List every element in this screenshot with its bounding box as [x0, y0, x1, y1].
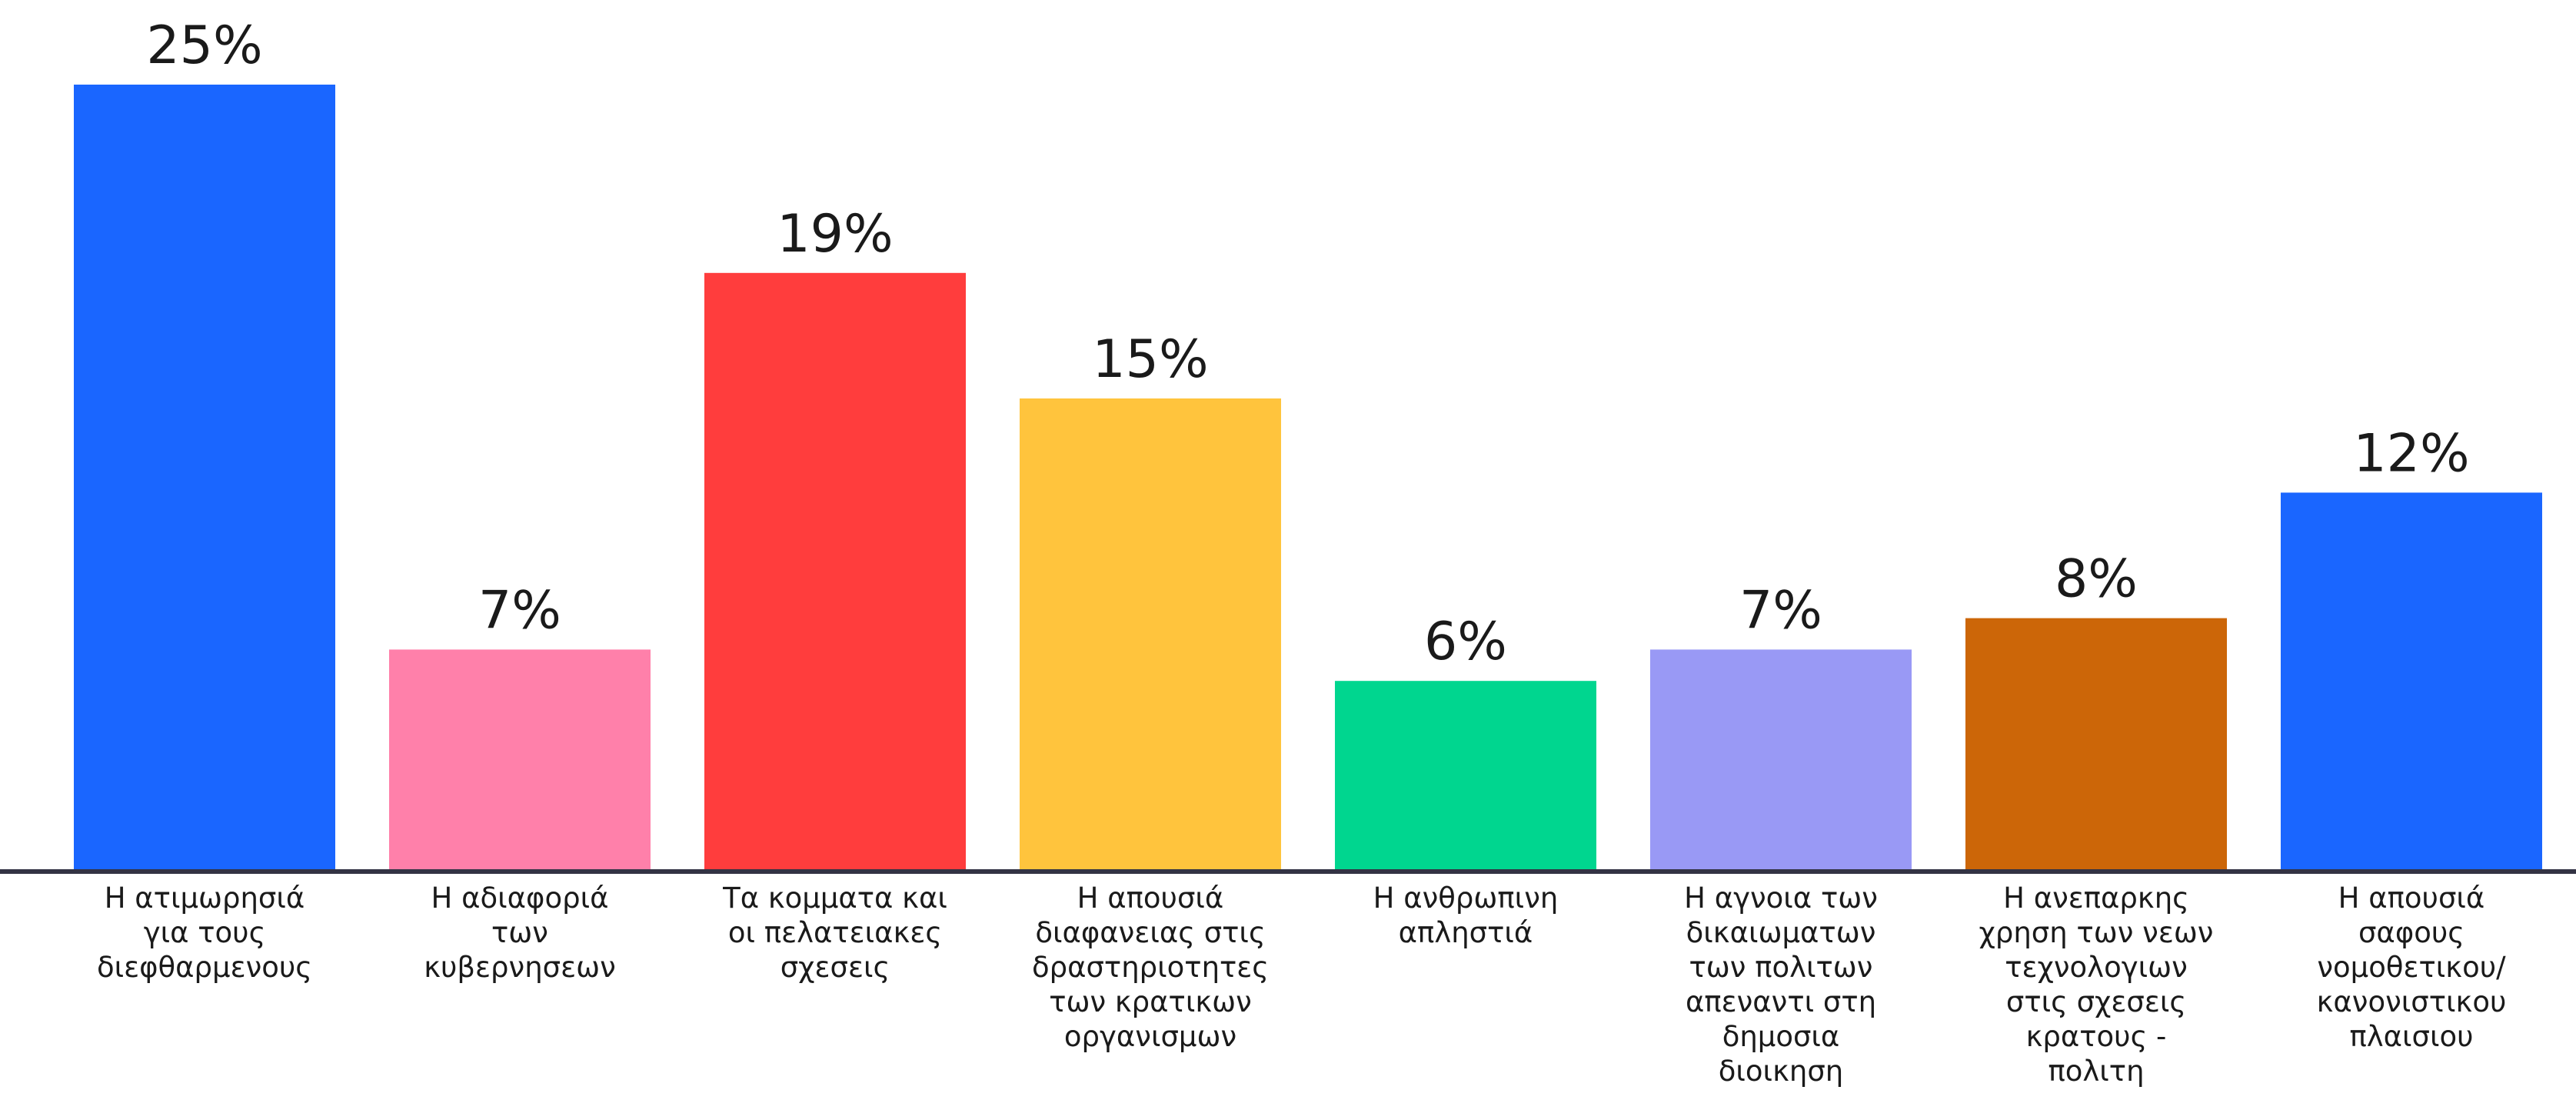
- category-label-line: Η αδιαφοριά: [431, 882, 609, 915]
- category-label-line: των: [491, 916, 548, 949]
- bar-7: [1965, 618, 2227, 869]
- bar-value-label-6: 7%: [1739, 580, 1822, 641]
- category-label-line: απληστιά: [1399, 916, 1533, 949]
- category-label-line: σαφους: [2358, 916, 2465, 949]
- category-label-line: για τους: [144, 916, 266, 949]
- bar-value-label-1: 25%: [146, 15, 262, 76]
- category-label-line: Η απουσιά: [1077, 882, 1224, 915]
- category-label-line: στις σχεσεις: [2006, 985, 2186, 1018]
- category-label-1: Η ατιμωρησιά για τους διεφθαρμενους: [97, 882, 312, 984]
- category-label-8: Η απουσιά σαφους νομοθετικου/κανονιστικου π…: [2317, 882, 2507, 1053]
- category-label-line: νομοθετικου/: [2317, 951, 2506, 984]
- category-label-2: Η αδιαφοριά των κυβερνησεων: [424, 882, 616, 984]
- bar-4: [1020, 398, 1281, 869]
- category-label-line: οργανισμων: [1064, 1020, 1236, 1053]
- category-label-3: Τα κομματα και οι πελατειακες σχεσεις: [722, 882, 947, 984]
- bar-value-label-3: 19%: [777, 204, 893, 265]
- category-label-line: διοικηση: [1719, 1055, 1843, 1088]
- category-label-line: των κρατικων: [1049, 985, 1252, 1018]
- category-label-line: διεφθαρμενους: [97, 951, 312, 984]
- category-label-line: δραστηριοτητες: [1032, 951, 1269, 984]
- category-label-5: Η ανθρωπινη απληστιά: [1373, 882, 1559, 949]
- category-label-line: κρατους -: [2026, 1020, 2167, 1053]
- category-label-line: Η αγνοια των: [1684, 882, 1878, 915]
- category-label-line: των πολιτων: [1689, 951, 1873, 984]
- bar-value-label-2: 7%: [478, 580, 561, 641]
- bar-3: [704, 272, 966, 869]
- category-label-7: Η ανεπαρκης χρηση των νεων τεχνολογιων στις…: [1979, 882, 2214, 1088]
- bar-value-label-4: 15%: [1092, 329, 1208, 390]
- category-label-line: Τα κομματα και: [722, 882, 947, 915]
- bars-layer: [74, 85, 2542, 869]
- bar-value-label-8: 12%: [2353, 423, 2469, 484]
- bar-value-label-5: 6%: [1424, 612, 1507, 672]
- category-label-line: Η ατιμωρησιά: [105, 882, 305, 915]
- bar-2: [389, 649, 651, 869]
- category-label-line: απεναντι στη: [1686, 985, 1876, 1018]
- category-label-line: σχεσεις: [780, 951, 890, 984]
- category-label-line: δημοσια: [1722, 1020, 1840, 1053]
- bar-6: [1650, 649, 1912, 869]
- category-label-line: κυβερνησεων: [424, 951, 616, 984]
- category-label-6: Η αγνοια των δικαιωματων των πολιτων απεναν…: [1684, 882, 1878, 1088]
- category-label-line: διαφανειας στις: [1035, 916, 1265, 949]
- category-labels-layer: Η ατιμωρησιά για τους διεφθαρμενους Η αδιαφ…: [97, 882, 2506, 1088]
- bar-8: [2281, 492, 2542, 869]
- category-label-line: τεχνολογιων: [2005, 951, 2188, 984]
- bar-value-label-7: 8%: [2055, 549, 2138, 610]
- category-label-line: οι πελατειακες: [728, 916, 942, 949]
- category-label-line: Η απουσιά: [2338, 882, 2485, 915]
- category-label-line: χρηση των νεων: [1979, 916, 2214, 949]
- bar-1: [74, 85, 335, 869]
- category-label-4: Η απουσιά διαφανειας στις δραστηριοτητες τω…: [1032, 882, 1269, 1053]
- category-label-line: πολιτη: [2048, 1055, 2144, 1088]
- category-label-line: Η ανθρωπινη: [1373, 882, 1559, 915]
- category-label-line: πλαισιου: [2349, 1020, 2473, 1053]
- category-label-line: Η ανεπαρκης: [2003, 882, 2189, 915]
- value-labels-layer: 25% 7% 19% 15% 6% 7% 8% 12%: [146, 15, 2469, 672]
- bar-5: [1335, 681, 1596, 869]
- category-label-line: δικαιωματων: [1686, 916, 1876, 949]
- category-label-line: κανονιστικου: [2317, 985, 2507, 1018]
